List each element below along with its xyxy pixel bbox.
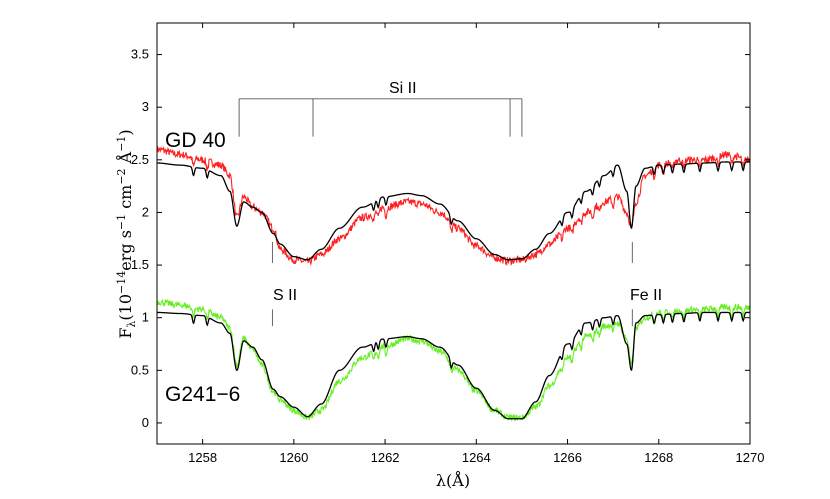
y-title-post: ) [116, 129, 135, 135]
y-title-exp2: −1 [115, 214, 128, 230]
y-tick-label: 2 [142, 204, 149, 219]
y-title-sub: λ [125, 321, 138, 328]
y-axis-title: Fλ(10−14erg s−1 cm−2 Å−1) [115, 129, 138, 338]
svg-text:Fλ(10−14erg s−1 cm−2 Å−1): Fλ(10−14erg s−1 cm−2 Å−1) [115, 129, 138, 338]
series-layer [157, 146, 750, 422]
x-tick-label: 1262 [371, 450, 400, 465]
series-line-1 [157, 146, 750, 267]
y-tick-label: 0 [142, 415, 149, 430]
line-markers [238, 98, 633, 327]
y-title-base: F [116, 328, 135, 339]
s-ii-label: S II [273, 287, 297, 304]
plot-frame [156, 22, 751, 445]
y-title-mid: erg s [116, 230, 135, 271]
y-title-mid3: Å [115, 151, 135, 168]
x-tick-label: 1270 [736, 450, 765, 465]
si-ii-label: Si II [389, 80, 417, 97]
y-title-mid2: cm [116, 185, 135, 214]
gd40-label: GD 40 [165, 129, 226, 152]
y-tick-label: 1.5 [131, 257, 149, 272]
x-tick-label: 1264 [462, 450, 491, 465]
series-line-4 [157, 311, 750, 420]
x-axis-title: λ(Å) [436, 470, 470, 490]
g241-label: G241−6 [165, 383, 240, 406]
y-tick-label: 3.5 [131, 47, 149, 62]
y-title-exp4: −1 [115, 136, 128, 152]
x-tick-label: 1260 [279, 450, 308, 465]
series-line-2 [157, 161, 750, 261]
y-tick-label: 3 [142, 99, 149, 114]
x-tick-label: 1266 [553, 450, 582, 465]
y-title-pre: (10 [116, 294, 135, 321]
x-tick-label: 1258 [188, 450, 217, 465]
series-line-3 [157, 298, 750, 422]
y-tick-label: 0.5 [131, 362, 149, 377]
y-tick-label: 1 [142, 310, 149, 325]
y-title-exp1: −14 [115, 271, 128, 294]
y-title-exp3: −2 [115, 168, 128, 184]
axis-ticks: 1258 1260 1262 1264 1266 1268 1270 0 0.5 1 1.5 2 2.5… [131, 23, 765, 465]
x-tick-label: 1268 [644, 450, 673, 465]
y-tick-label: 2.5 [131, 152, 149, 167]
fe-ii-label: Fe II [630, 287, 662, 304]
